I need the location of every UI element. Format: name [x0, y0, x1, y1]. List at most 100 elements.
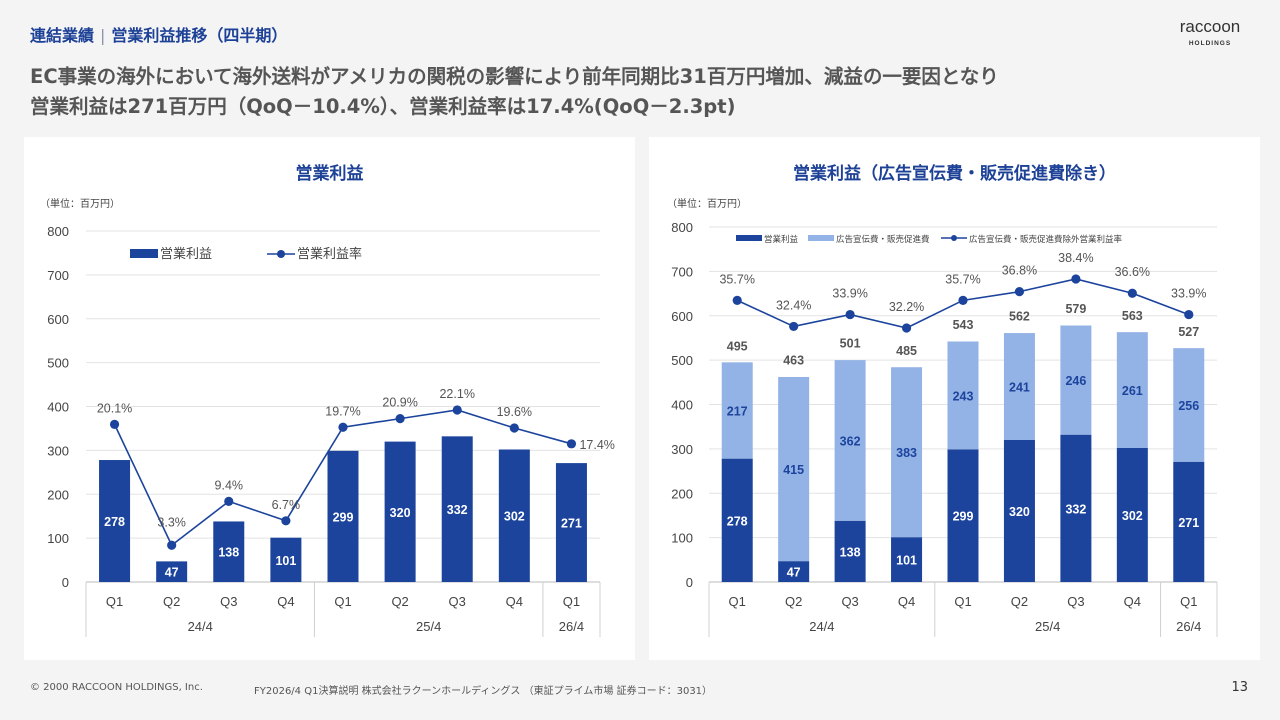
operating-profit-value-label: 332: [1065, 502, 1086, 516]
y-tick-label: 700: [671, 264, 693, 279]
operating-profit-value-label: 302: [1122, 509, 1143, 523]
margin-label: 32.4%: [776, 298, 811, 312]
operating-profit-bar: [384, 441, 416, 582]
logo-subtitle: HOLDINGS: [1189, 40, 1231, 47]
copyright: © 2000 RACCOON HOLDINGS, Inc.: [30, 682, 203, 693]
x-group-label: 24/4: [809, 619, 834, 634]
operating-profit-value-label: 278: [727, 514, 748, 528]
promo-cost-value-label: 383: [896, 446, 917, 460]
operating-profit-value-label: 47: [787, 566, 801, 580]
x-group-label: 26/4: [1176, 619, 1201, 634]
margin-label: 35.7%: [945, 272, 980, 286]
breadcrumb-page: 営業利益推移（四半期）: [111, 26, 288, 45]
y-tick-label: 0: [62, 575, 69, 590]
operating-profit-bar: [213, 521, 245, 582]
x-tick-label: Q3: [841, 594, 858, 609]
operating-profit-bar: [156, 561, 188, 582]
y-tick-label: 500: [47, 356, 69, 371]
legend-line-marker: [277, 250, 285, 258]
x-group-label: 26/4: [559, 619, 584, 634]
headline-line-1: EC事業の海外において海外送料がアメリカの関税の影響により前年同期比31百万円増…: [30, 65, 999, 88]
operating-profit-value-label: 302: [504, 510, 525, 524]
margin-label: 3.3%: [157, 515, 186, 529]
x-group-label: 25/4: [1035, 619, 1060, 634]
y-tick-label: 200: [47, 487, 69, 502]
operating-profit-bar: [1116, 447, 1148, 582]
margin-point: [338, 422, 348, 432]
margin-point: [509, 423, 519, 433]
x-tick-label: Q4: [277, 594, 294, 609]
y-tick-label: 800: [47, 224, 69, 239]
operating-profit-value-label: 299: [953, 510, 974, 524]
document-info: FY2026/4 Q1決算説明 株式会社ラクーンホールディングス （東証プライム…: [254, 686, 713, 697]
promo-cost-bar: [778, 376, 810, 562]
legend-promo-label: 広告宣伝費・販売促進費: [836, 234, 930, 245]
chart-title: 営業利益（広告宣伝費・販売促進費除き）: [793, 164, 1116, 184]
operating-profit-value-label: 271: [561, 517, 582, 531]
margin-label: 9.4%: [215, 478, 244, 492]
promo-cost-value-label: 261: [1122, 384, 1143, 398]
y-tick-label: 100: [671, 531, 693, 546]
margin-point: [566, 439, 577, 449]
operating-profit-bar: [891, 537, 923, 582]
x-tick-label: Q3: [220, 594, 237, 609]
legend-profit-label: 営業利益: [764, 234, 799, 245]
total-value-label: 495: [727, 339, 748, 353]
operating-profit-value-label: 47: [165, 566, 179, 580]
operating-profit-bar: [99, 460, 131, 582]
x-tick-label: Q4: [506, 594, 523, 609]
y-tick-label: 100: [47, 531, 69, 546]
promo-cost-value-label: 415: [783, 463, 804, 477]
margin-point: [1184, 309, 1194, 320]
legend-profit-swatch: [736, 235, 762, 241]
operating-profit-value-label: 320: [390, 506, 411, 520]
operating-profit-bar: [1173, 461, 1205, 582]
promo-cost-bar: [1060, 325, 1092, 435]
y-tick-label: 600: [671, 309, 693, 324]
operating-profit-value-label: 320: [1009, 505, 1030, 519]
operating-profit-bar: [555, 463, 587, 582]
margin-label: 22.1%: [439, 387, 474, 401]
margin-label: 17.4%: [579, 438, 614, 452]
y-tick-label: 200: [671, 486, 693, 501]
margin-point: [789, 321, 799, 332]
headline: EC事業の海外において海外送料がアメリカの関税の影響により前年同期比31百万円増…: [30, 62, 1250, 122]
total-value-label: 485: [896, 344, 917, 358]
y-tick-label: 600: [47, 312, 69, 327]
x-tick-label: Q1: [334, 594, 351, 609]
x-group-label: 25/4: [416, 619, 441, 634]
company-logo: raccoon HOLDINGS: [1180, 17, 1240, 47]
margin-point: [452, 405, 462, 415]
operating-profit-bar: [1060, 434, 1092, 582]
legend-bar-swatch: [130, 249, 158, 258]
breadcrumb: 連結業績 | 営業利益推移（四半期）: [30, 22, 287, 46]
margin-point: [1071, 274, 1081, 284]
margin-label: 20.1%: [97, 401, 132, 415]
operating-profit-value-label: 101: [896, 554, 917, 568]
operating-profit-panel: 営業利益 （単位：百万円） 0 100 200 300 400 500 600 700 800 2…: [24, 137, 635, 660]
x-tick-label: Q1: [954, 594, 971, 609]
x-tick-label: Q2: [1011, 594, 1028, 609]
x-tick-label: Q3: [1067, 594, 1084, 609]
operating-profit-value-label: 138: [840, 545, 861, 559]
promo-cost-value-label: 256: [1178, 399, 1199, 413]
margin-point: [1127, 288, 1137, 298]
margin-label: 36.8%: [1002, 264, 1037, 278]
logo-wordmark: raccoon: [1180, 17, 1240, 36]
y-tick-label: 0: [686, 575, 693, 590]
x-group-label: 24/4: [188, 619, 213, 634]
legend-margin-label: 広告宣伝費・販売促進費除外営業利益率: [969, 234, 1123, 245]
promo-cost-value-label: 246: [1065, 374, 1086, 388]
y-tick-label: 400: [47, 400, 69, 415]
x-tick-label: Q2: [785, 594, 802, 609]
promo-cost-value-label: 217: [727, 404, 748, 418]
x-tick-label: Q3: [449, 594, 466, 609]
operating-profit-chart: 0 100 200 300 400 500 600 700 800 278 47 138 101 299 3…: [47, 224, 615, 637]
promo-cost-bar: [1116, 332, 1148, 448]
operating-profit-bar: [834, 520, 866, 582]
promo-cost-bar: [1003, 333, 1035, 440]
y-tick-label: 700: [47, 268, 69, 283]
margin-label: 38.4%: [1058, 251, 1093, 265]
total-value-label: 563: [1122, 309, 1143, 323]
operating-profit-bar: [441, 436, 473, 582]
